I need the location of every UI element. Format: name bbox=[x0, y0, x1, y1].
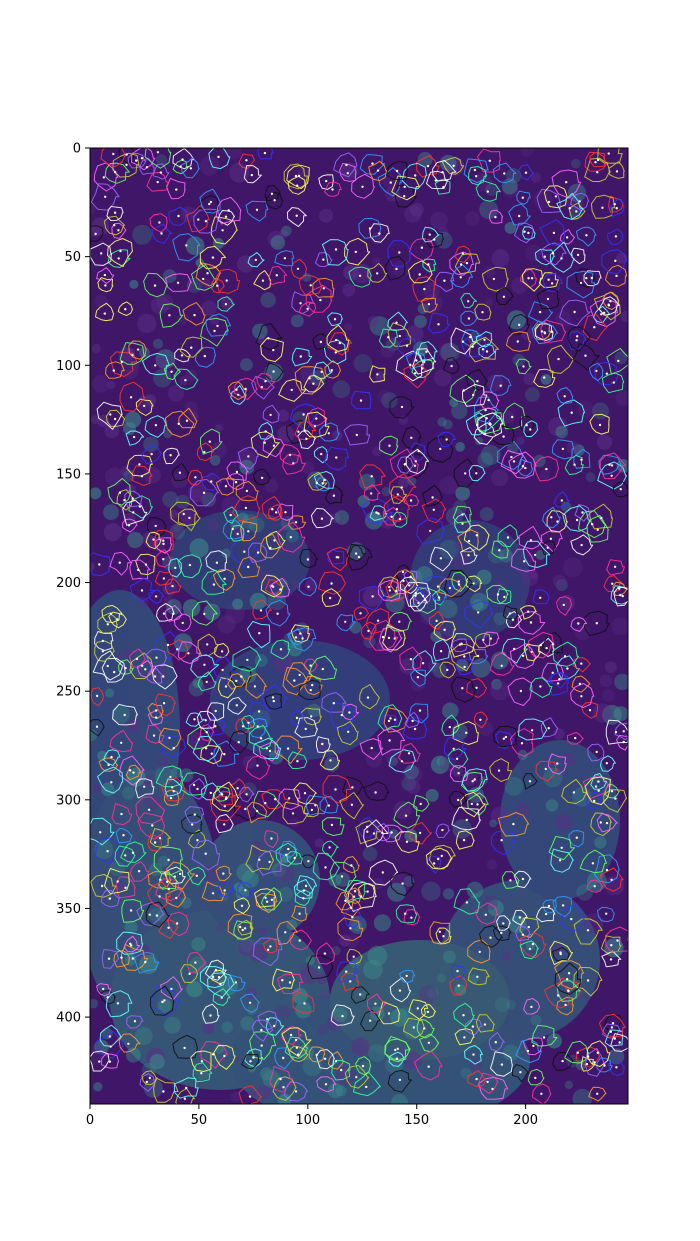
y-tick-label: 250 bbox=[56, 685, 81, 700]
image-axes bbox=[89, 147, 629, 1105]
y-axis: 0 50 100 150 200 250 300 350 400 bbox=[56, 142, 90, 1026]
x-tick-label: 50 bbox=[191, 1113, 208, 1128]
y-tick-label: 50 bbox=[64, 250, 81, 265]
y-tick-label: 350 bbox=[56, 902, 81, 917]
y-tick-label: 200 bbox=[56, 576, 81, 591]
y-tick-label: 150 bbox=[56, 467, 81, 482]
y-tick-label: 400 bbox=[56, 1011, 81, 1026]
y-tick-label: 100 bbox=[56, 359, 81, 374]
x-tick-label: 0 bbox=[86, 1113, 94, 1128]
x-axis: 0 50 100 150 200 bbox=[86, 1104, 538, 1128]
cell-contours bbox=[90, 148, 628, 1104]
microscopy-image bbox=[90, 148, 628, 1104]
x-tick-label: 150 bbox=[404, 1113, 429, 1128]
x-tick-label: 200 bbox=[513, 1113, 538, 1128]
y-tick-label: 0 bbox=[73, 142, 81, 157]
cell-centroids bbox=[94, 151, 625, 1100]
x-tick-label: 100 bbox=[295, 1113, 320, 1128]
axes-frame bbox=[89, 147, 629, 1105]
cell-bodies bbox=[90, 148, 628, 1104]
y-tick-label: 300 bbox=[56, 793, 81, 808]
